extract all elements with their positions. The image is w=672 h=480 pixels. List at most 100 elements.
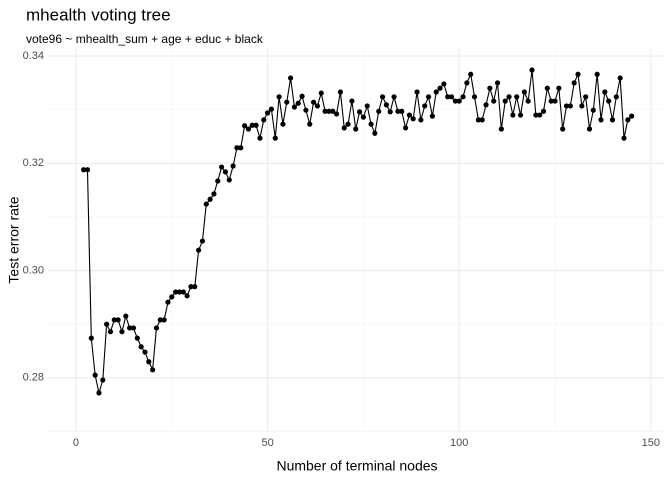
x-tick-label: 0: [73, 437, 79, 449]
point: [215, 178, 221, 184]
point: [544, 85, 550, 91]
point: [326, 108, 332, 114]
point: [88, 335, 94, 341]
point: [471, 94, 478, 100]
point: [157, 317, 163, 323]
point: [441, 81, 447, 87]
point: [583, 94, 589, 100]
point: [429, 113, 435, 119]
point: [226, 177, 232, 183]
point: [180, 289, 186, 295]
point: [207, 196, 213, 202]
point: [295, 100, 301, 106]
point: [395, 108, 401, 114]
point: [356, 109, 363, 115]
point: [241, 123, 248, 129]
point: [165, 299, 171, 305]
point: [437, 85, 443, 91]
point: [261, 117, 267, 123]
point: [617, 75, 623, 81]
point: [510, 112, 516, 118]
point: [464, 80, 470, 86]
point: [563, 103, 570, 109]
point: [345, 121, 351, 127]
point: [391, 94, 397, 100]
x-tick-label: 150: [642, 437, 660, 449]
point: [192, 284, 198, 290]
point: [203, 201, 209, 207]
point: [514, 94, 520, 100]
point: [548, 98, 554, 104]
point: [199, 238, 206, 244]
point: [211, 191, 217, 197]
point: [552, 98, 558, 104]
point: [410, 116, 416, 122]
y-tick-label: 0.32: [23, 157, 44, 169]
point: [468, 71, 474, 77]
point: [284, 99, 290, 105]
point: [376, 108, 382, 114]
chart-subtitle: vote96 ~ mhealth_sum + age + educ + blac…: [26, 32, 264, 46]
point: [219, 164, 225, 170]
point: [475, 117, 481, 123]
point: [161, 317, 167, 323]
line: [83, 69, 633, 394]
point: [590, 107, 596, 113]
point: [322, 108, 328, 114]
point: [445, 94, 451, 100]
point: [586, 126, 593, 132]
point: [594, 71, 600, 77]
point: [487, 85, 493, 91]
point: [498, 126, 504, 132]
point: [222, 169, 229, 175]
point: [418, 117, 424, 123]
x-tick-label: 50: [261, 437, 273, 449]
point: [452, 98, 458, 104]
point: [364, 103, 370, 109]
point: [379, 94, 386, 100]
point: [494, 80, 501, 86]
point: [621, 135, 627, 141]
point: [238, 145, 244, 151]
point: [257, 135, 263, 141]
point: [330, 108, 336, 114]
point: [142, 349, 148, 355]
point: [337, 89, 344, 95]
point: [529, 67, 535, 73]
y-tick-label: 0.28: [23, 372, 44, 384]
point: [341, 125, 347, 131]
point: [169, 294, 175, 300]
point: [422, 103, 428, 109]
point: [414, 89, 420, 95]
point: [230, 163, 236, 169]
point: [150, 367, 156, 373]
point: [629, 113, 635, 119]
x-tick-label: 100: [450, 437, 468, 449]
point: [602, 89, 608, 95]
point: [625, 117, 631, 123]
point: [245, 126, 252, 132]
point: [613, 94, 619, 100]
point: [353, 126, 359, 132]
point: [575, 71, 581, 77]
point: [406, 112, 412, 118]
point: [579, 103, 585, 109]
point: [606, 98, 612, 104]
point: [525, 98, 531, 104]
point: [287, 75, 294, 81]
y-tick-label: 0.30: [23, 264, 44, 276]
point: [433, 89, 439, 95]
point: [130, 325, 137, 331]
point: [502, 98, 508, 104]
point: [96, 390, 102, 396]
point: [111, 317, 117, 323]
point: [368, 121, 374, 127]
point: [479, 117, 485, 123]
point: [448, 94, 455, 100]
point: [92, 372, 98, 378]
point: [81, 167, 87, 173]
y-axis-label: Test error rate: [6, 196, 22, 283]
point: [188, 284, 194, 290]
point: [571, 80, 577, 86]
